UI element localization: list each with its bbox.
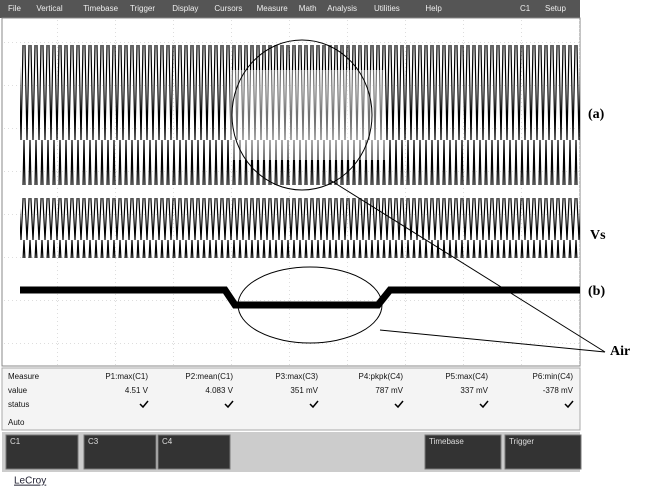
menu-item: C1 [520, 4, 531, 13]
panel-label: Trigger [509, 437, 534, 446]
measure-value: 4.083 V [205, 386, 233, 395]
menu-item: Math [299, 4, 317, 13]
menu-item: Timebase [83, 4, 118, 13]
menu-item: Setup [545, 4, 566, 13]
measure-name: P4:pkpk(C4) [359, 372, 404, 381]
label-a: (a) [588, 107, 605, 122]
row-label: Measure [8, 372, 40, 381]
panel-label: Timebase [429, 437, 464, 446]
menu-item: Display [172, 4, 198, 13]
measure-name: P5:max(C4) [445, 372, 488, 381]
row-label: Auto [8, 418, 25, 427]
panel-label: C1 [10, 437, 21, 446]
waveform-vs [20, 198, 580, 258]
waveform-a-dip [230, 70, 385, 160]
label-b: (b) [588, 284, 605, 299]
measure-name: P2:mean(C1) [185, 372, 233, 381]
row-label: status [8, 400, 29, 409]
footer: LeCroy [14, 476, 46, 487]
measure-name: P3:max(C3) [275, 372, 318, 381]
measure-value: 787 mV [375, 386, 403, 395]
label-vs: Vs [590, 228, 606, 243]
measure-value: -378 mV [543, 386, 574, 395]
panel-label: C3 [88, 437, 99, 446]
measure-name: P6:min(C4) [533, 372, 574, 381]
measure-name: P1:max(C1) [105, 372, 148, 381]
menu-item: File [8, 4, 21, 13]
menu-item: Cursors [214, 4, 242, 13]
measure-value: 337 mV [460, 386, 488, 395]
menu-item: Measure [257, 4, 289, 13]
label-air: Air [610, 344, 630, 359]
menu-item: Analysis [327, 4, 357, 13]
menu-item: Vertical [36, 4, 62, 13]
measure-value: 4.51 V [125, 386, 149, 395]
measure-value: 351 mV [290, 386, 318, 395]
panel-label: C4 [162, 437, 173, 446]
row-label: value [8, 386, 28, 395]
menu-item: Help [425, 4, 442, 13]
screen: File Vertical Timebase Trigger Display Cursor… [0, 0, 649, 489]
menu-item: Trigger [130, 4, 155, 13]
menu-item: Utilities [374, 4, 400, 13]
